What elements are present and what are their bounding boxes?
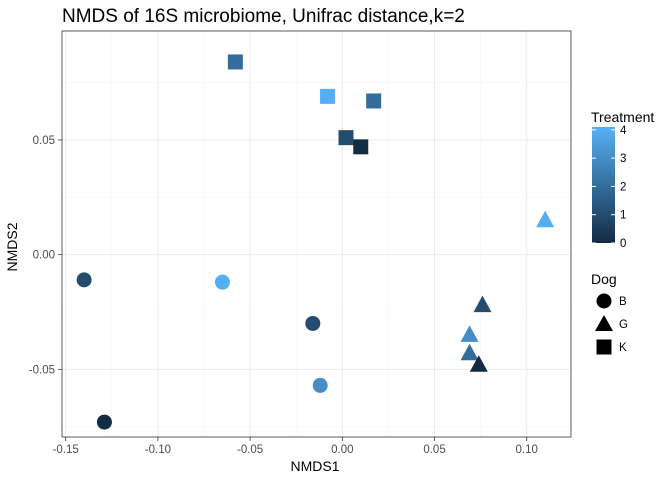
data-points	[76, 54, 555, 430]
colorbar-label: 1	[620, 210, 626, 222]
colorbar-label: 4	[620, 125, 627, 137]
y-tick-label: -0.05	[29, 364, 55, 376]
dog-legend-title: Dog	[591, 271, 617, 287]
point-dog-K	[320, 88, 336, 104]
y-tick-label: 0.00	[33, 250, 55, 262]
treatment-colorbar	[592, 127, 615, 243]
dog-legend-square-icon	[596, 339, 612, 355]
colorbar-label: 3	[620, 153, 626, 165]
point-dog-G	[469, 355, 488, 372]
x-axis: -0.15 -0.10 -0.05 0.00 0.05 0.10	[53, 437, 538, 456]
point-dog-B	[96, 414, 112, 430]
point-dog-K	[366, 93, 382, 109]
grid-lines	[62, 31, 571, 437]
x-tick-label: 0.10	[516, 444, 538, 456]
point-dog-B	[305, 315, 321, 331]
chart-title: NMDS of 16S microbiome, Unifrac distance…	[62, 6, 465, 27]
x-tick-label: 0.00	[331, 444, 353, 456]
point-dog-G	[536, 210, 555, 228]
point-dog-K	[338, 130, 354, 146]
point-dog-K	[227, 54, 243, 70]
dog-legend-label: G	[619, 319, 628, 331]
dog-legend-label: B	[619, 296, 627, 308]
point-dog-G	[473, 295, 492, 313]
treatment-legend-title: Treatment	[591, 109, 654, 125]
point-dog-K	[353, 139, 369, 155]
x-tick-label: 0.05	[423, 444, 445, 456]
dog-legend-triangle-icon	[595, 315, 613, 331]
point-dog-G	[460, 343, 479, 361]
colorbar-label: 0	[620, 238, 626, 250]
x-tick-label: -0.10	[145, 444, 171, 456]
y-tick-label: 0.05	[33, 135, 55, 147]
x-tick-label: -0.15	[53, 444, 79, 456]
dog-legend-label: K	[619, 342, 627, 354]
y-axis-title: NMDS2	[4, 222, 20, 271]
point-dog-B	[312, 377, 328, 393]
dog-legend: Dog BGK	[591, 271, 628, 355]
treatment-legend: Treatment 0 1 2 3 4	[591, 109, 654, 250]
point-dog-B	[214, 274, 230, 290]
dog-legend-circle-icon	[596, 293, 612, 309]
x-axis-title: NMDS1	[290, 458, 339, 474]
colorbar-label: 2	[620, 181, 626, 193]
point-dog-B	[76, 272, 92, 288]
x-tick-label: -0.05	[237, 444, 263, 456]
point-dog-G	[460, 325, 479, 342]
panel-border	[61, 30, 572, 438]
y-axis: -0.05 0.00 0.05	[29, 135, 62, 376]
